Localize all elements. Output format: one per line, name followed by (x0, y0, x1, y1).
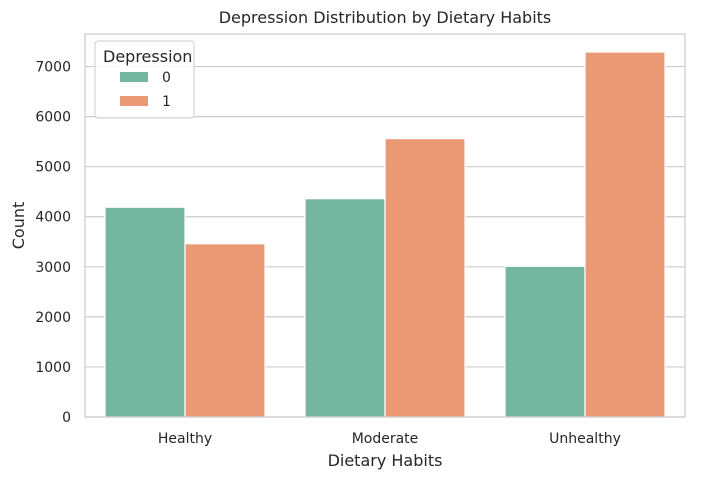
x-tick-label: Unhealthy (549, 431, 621, 447)
legend-label-0: 0 (162, 70, 171, 86)
y-axis-label: Count (9, 202, 28, 250)
x-tick-label: Moderate (352, 431, 419, 447)
bar-unhealthy-series-0 (504, 265, 586, 418)
bars (104, 51, 666, 418)
legend-title: Depression (103, 47, 192, 66)
bar-healthy-series-0 (104, 206, 186, 418)
plot-frame (84, 33, 686, 418)
y-tick-label: 7000 (35, 60, 71, 76)
bar-moderate-series-0 (304, 198, 386, 418)
x-tick-label: Healthy (158, 431, 212, 447)
legend: Depression 0 1 (94, 40, 195, 119)
legend-swatch-1 (120, 96, 148, 106)
chart-title: Depression Distribution by Dietary Habit… (219, 8, 552, 27)
bar-healthy-series-1 (184, 243, 266, 418)
bar-unhealthy-series-1 (584, 51, 666, 418)
x-axis-label: Dietary Habits (328, 451, 443, 470)
y-tick-label: 4000 (35, 210, 71, 226)
y-tick-label: 5000 (35, 160, 71, 176)
y-tick-label: 3000 (35, 260, 71, 276)
legend-swatch-0 (120, 72, 148, 82)
bar-moderate-series-1 (384, 138, 466, 418)
x-tick-labels: Healthy Moderate Unhealthy (158, 431, 621, 447)
y-tick-label: 1000 (35, 360, 71, 376)
legend-label-1: 1 (162, 94, 171, 110)
y-tick-label: 2000 (35, 310, 71, 326)
y-tick-label: 6000 (35, 110, 71, 126)
y-tick-labels: 0 1000 2000 3000 4000 5000 6000 7000 (35, 60, 71, 426)
y-tick-label: 0 (62, 410, 71, 426)
